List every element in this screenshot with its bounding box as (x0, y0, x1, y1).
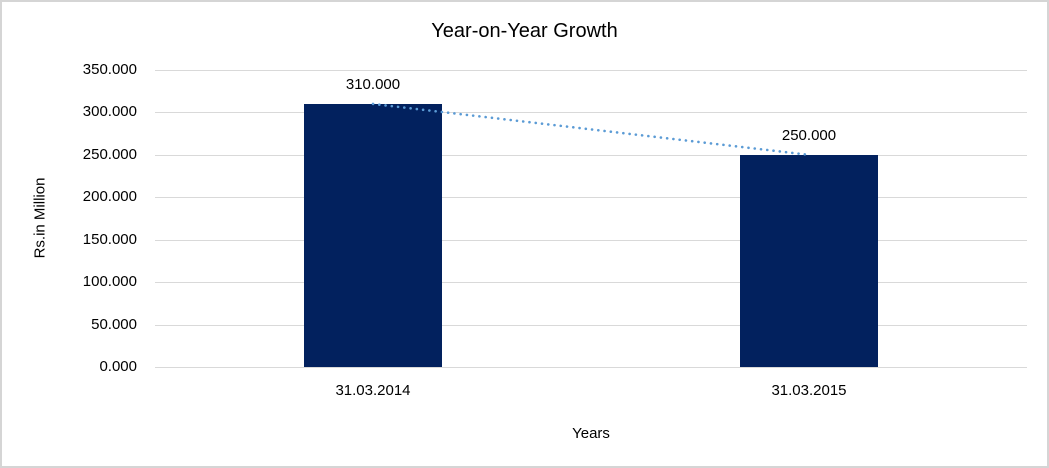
y-tick-label: 100.000 (82, 273, 137, 291)
gridline (155, 282, 1027, 284)
bar (304, 103, 442, 367)
gridline (155, 70, 1027, 71)
y-tick-label: 50.000 (91, 315, 137, 333)
bar (740, 154, 878, 367)
gridline (155, 112, 1027, 114)
gridline (155, 367, 1027, 368)
y-tick-label: 350.000 (82, 61, 137, 78)
gridline (155, 324, 1027, 326)
gridline (155, 239, 1027, 241)
y-tick-label: 150.000 (82, 230, 137, 248)
gridline (155, 154, 1027, 156)
y-tick-label: 0.000 (99, 358, 137, 375)
y-tick-label: 250.000 (82, 145, 137, 163)
bar-data-label: 310.000 (345, 75, 401, 93)
gridline (155, 197, 1027, 199)
y-tick-label: 300.000 (82, 103, 137, 121)
x-axis-title: Years (572, 425, 610, 442)
x-category-label: 31.03.2014 (335, 382, 411, 399)
chart-title: Year-on-Year Growth (431, 20, 618, 42)
bar-data-label: 250.000 (781, 126, 837, 144)
y-tick-label: 200.000 (82, 188, 137, 206)
x-category-label: 31.03.2015 (771, 382, 847, 399)
